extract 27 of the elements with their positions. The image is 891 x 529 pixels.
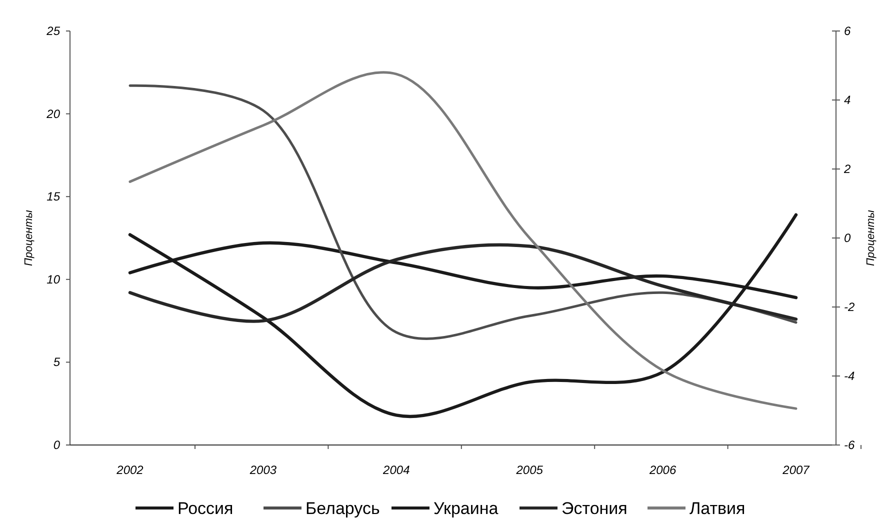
x-tick-label: 2002	[116, 463, 144, 477]
y-tick-label: 20	[46, 106, 60, 121]
legend-label: Эстония	[562, 499, 628, 518]
legend-label: Россия	[178, 499, 234, 518]
x-tick-label: 2007	[782, 463, 811, 477]
y-tick-label: 25	[46, 24, 60, 38]
y2-axis-title: Проценты	[865, 210, 877, 266]
line-series	[128, 213, 798, 418]
y2-tick-label: -4	[844, 369, 855, 383]
legend-label: Украина	[434, 499, 499, 518]
x-tick-label: 2004	[382, 463, 410, 477]
y2-tick-label: -6	[844, 438, 855, 452]
y-tick-label: 15	[46, 190, 60, 204]
y2-tick-label: 0	[844, 231, 851, 245]
x-tick-label: 2005	[515, 463, 544, 477]
y-tick-label: 0	[53, 438, 60, 452]
y2-tick-label: -2	[844, 300, 855, 314]
legend-label: Беларусь	[306, 499, 380, 518]
y2-tick-label: 4	[844, 93, 851, 107]
y2-tick-label: 2	[843, 162, 851, 176]
y-tick-label: 5	[53, 355, 60, 370]
legend-label: Латвия	[690, 499, 746, 518]
x-tick-label: 2003	[248, 463, 277, 477]
x-tick-label: 2006	[648, 463, 676, 477]
y-tick-label: 10	[46, 272, 60, 286]
y2-tick-label: 6	[844, 24, 851, 38]
y-axis-title: Проценты	[23, 210, 35, 266]
